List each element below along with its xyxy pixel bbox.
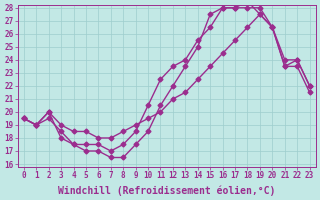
X-axis label: Windchill (Refroidissement éolien,°C): Windchill (Refroidissement éolien,°C) — [58, 185, 276, 196]
